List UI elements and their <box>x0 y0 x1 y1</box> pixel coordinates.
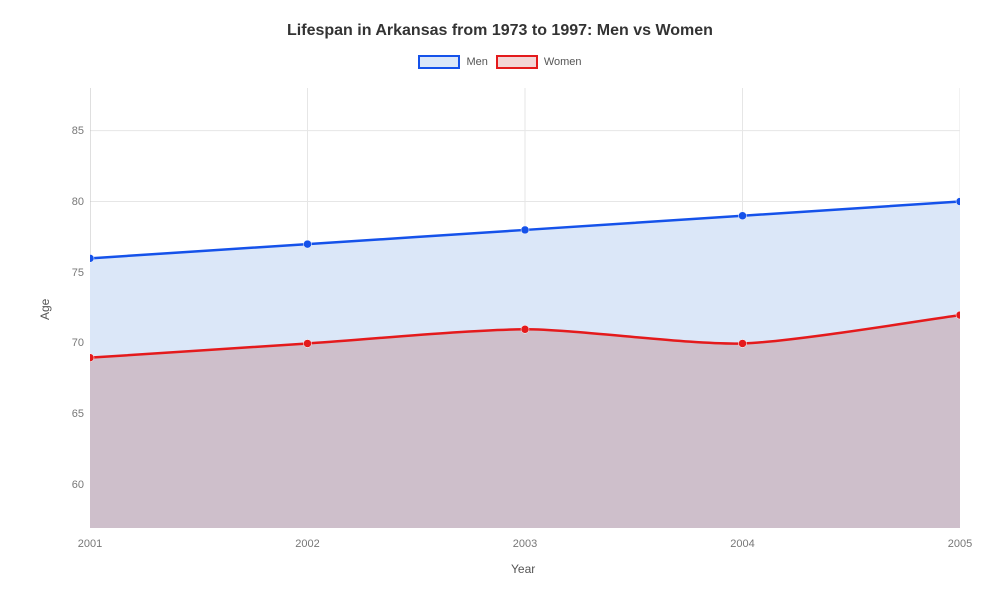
chart-title: Lifespan in Arkansas from 1973 to 1997: … <box>0 22 1000 40</box>
marker-women[interactable] <box>739 339 747 347</box>
legend-label: Women <box>544 56 582 68</box>
plot-area <box>90 88 960 528</box>
y-tick-label: 65 <box>60 408 84 420</box>
legend-swatch <box>496 55 538 69</box>
marker-men[interactable] <box>739 212 747 220</box>
y-axis-label: Age <box>38 299 52 320</box>
marker-men[interactable] <box>304 240 312 248</box>
y-tick-label: 80 <box>60 196 84 208</box>
x-tick-label: 2005 <box>948 538 972 550</box>
x-tick-label: 2002 <box>295 538 319 550</box>
legend-swatch <box>418 55 460 69</box>
legend-label: Men <box>466 56 487 68</box>
x-tick-label: 2003 <box>513 538 537 550</box>
legend-item-men[interactable]: Men <box>418 55 487 69</box>
marker-women[interactable] <box>521 325 529 333</box>
y-tick-label: 70 <box>60 337 84 349</box>
x-tick-label: 2004 <box>730 538 754 550</box>
x-axis-label: Year <box>511 562 535 576</box>
x-tick-label: 2001 <box>78 538 102 550</box>
chart-legend: Men Women <box>0 55 1000 69</box>
y-tick-label: 85 <box>60 125 84 137</box>
chart-svg <box>90 88 960 528</box>
marker-men[interactable] <box>521 226 529 234</box>
y-tick-label: 60 <box>60 479 84 491</box>
legend-item-women[interactable]: Women <box>496 55 582 69</box>
marker-women[interactable] <box>304 339 312 347</box>
y-tick-label: 75 <box>60 267 84 279</box>
